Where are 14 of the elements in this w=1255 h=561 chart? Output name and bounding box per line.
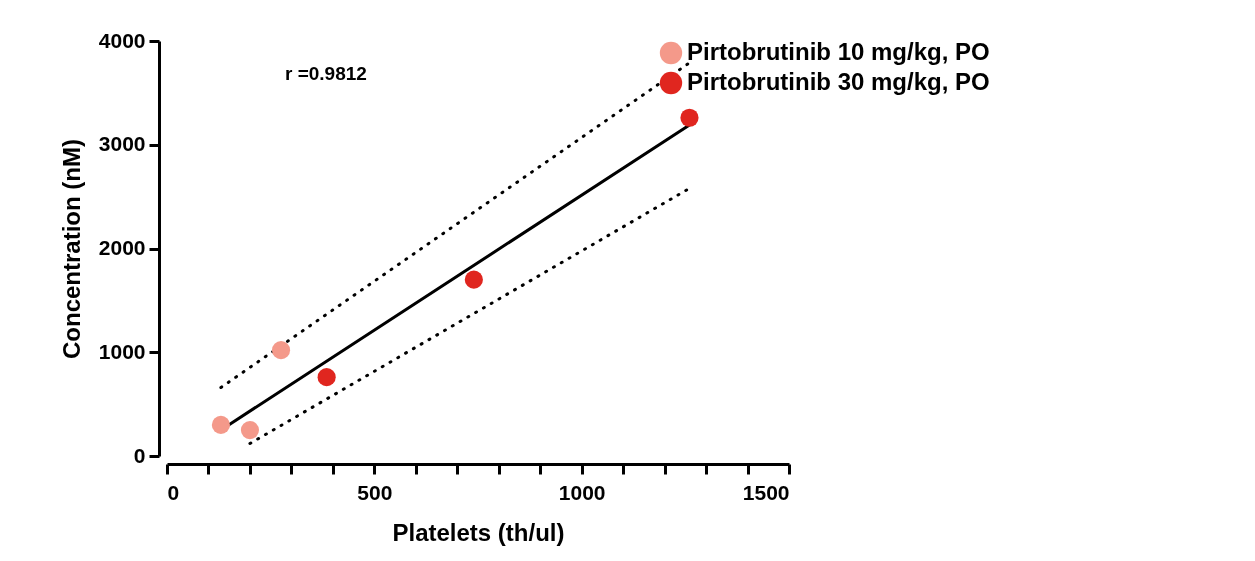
- x-axis-title: Platelets (th/ul): [392, 518, 565, 546]
- x-tick-label: 1500: [742, 480, 790, 504]
- y-axis-title: Concentration (nM): [57, 139, 85, 359]
- legend-label: Pirtobrutinib 30 mg/kg, PO: [687, 68, 990, 95]
- y-tick-label: 4000: [98, 28, 146, 52]
- annotation: r =0.9812: [285, 63, 367, 84]
- x-tick-label: 0: [167, 480, 180, 504]
- y-tick-label: 1000: [98, 339, 146, 363]
- x-tick-label: 500: [357, 480, 393, 504]
- x-tick-label: 1000: [558, 480, 606, 504]
- legend-label: Pirtobrutinib 10 mg/kg, PO: [687, 38, 990, 65]
- y-tick-label: 3000: [98, 132, 146, 156]
- y-tick-label: 0: [133, 443, 146, 467]
- y-tick-label: 2000: [98, 236, 146, 259]
